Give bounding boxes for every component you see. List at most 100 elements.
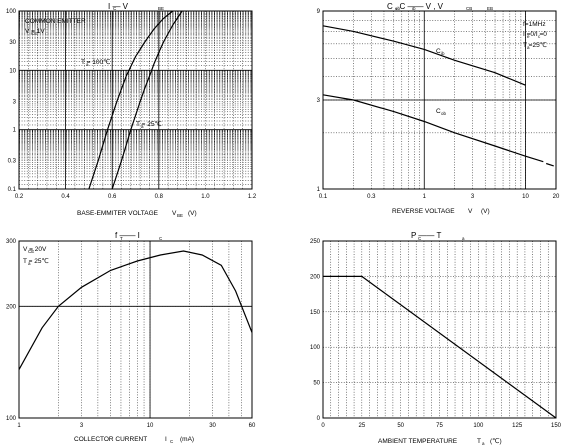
- title-sub: a: [462, 236, 465, 241]
- plot-frame: [322, 10, 557, 190]
- y-tick-label: 300: [6, 239, 17, 245]
- x-tick-label: 25: [358, 423, 365, 429]
- title-sub: T: [120, 236, 123, 241]
- x-axis-label-sub: C: [170, 439, 174, 444]
- title-sub: C: [159, 236, 163, 241]
- series-line-1: [322, 25, 526, 86]
- x-tick-label: 3: [471, 194, 475, 200]
- plot-frame: [18, 10, 253, 190]
- y-tick-label: 50: [313, 381, 320, 387]
- y-tick-label: 150: [310, 310, 321, 316]
- x-tick-label: 1: [17, 423, 21, 429]
- series-label-sub: a: [86, 62, 89, 67]
- x-tick-label: 0.8: [155, 194, 164, 200]
- title-sub: C: [113, 6, 117, 11]
- y-tick-label: 10: [9, 68, 16, 74]
- y-tick-label: 200: [6, 304, 17, 310]
- annotation-sub: a: [527, 45, 530, 50]
- x-axis-label: COLLECTOR CURRENT: [74, 436, 147, 443]
- y-tick-label: 9: [317, 9, 321, 15]
- x-tick-label: 125: [512, 423, 523, 429]
- annotation: COMMON EMITTER: [25, 18, 86, 25]
- x-tick-label: 10: [522, 194, 529, 200]
- y-tick-label: 1: [13, 128, 17, 134]
- annotation: f=1MHz: [523, 21, 546, 28]
- x-tick-label: 0.1: [319, 194, 328, 200]
- x-tick-label: 20: [553, 194, 560, 200]
- x-tick-label: 10: [147, 423, 154, 429]
- x-axis-label: AMBIENT TEMPERATURE: [378, 438, 458, 445]
- x-axis-unit: (mA): [180, 436, 194, 443]
- y-tick-label: 3: [13, 99, 17, 105]
- y-tick-label: 100: [6, 9, 17, 15]
- y-tick-label: 3: [317, 98, 321, 104]
- x-axis-label: I: [165, 436, 167, 443]
- x-axis-label: V: [172, 210, 177, 217]
- series-label-sub: a: [141, 124, 144, 129]
- x-tick-label: 75: [436, 423, 443, 429]
- x-axis-label: REVERSE VOLTAGE: [392, 208, 455, 215]
- x-axis-label: BASE-EMMITER VOLTAGE: [77, 210, 159, 217]
- chart-title: C , C —— V , V: [387, 2, 444, 11]
- series-line-1: [323, 275, 557, 419]
- chart-title: f —— I: [115, 231, 140, 240]
- y-tick-label: 0.1: [8, 187, 17, 193]
- x-tick-label: 0.4: [61, 194, 70, 200]
- x-tick-label: 0.3: [367, 194, 376, 200]
- x-tick-label: 0: [321, 423, 325, 429]
- x-tick-label: 3: [80, 423, 84, 429]
- chart-panel-3: 1 3 10 30 60 300 200 100 f —— IT C V = 20V T = 25℃ C…: [6, 231, 256, 444]
- series-line-1: [18, 250, 253, 370]
- x-tick-label: 100: [473, 423, 484, 429]
- chart-panel-4: 0 25 50 75 100 125 150 250 200 150 100 50 0 P —— TC a A…: [310, 231, 562, 446]
- x-axis-label-sub: a: [482, 441, 485, 446]
- x-tick-label: 0.2: [15, 194, 24, 200]
- chart-title: P —— T: [411, 231, 441, 240]
- annotation: V = 1V: [25, 28, 45, 35]
- annotation: T = 25℃: [23, 257, 49, 265]
- y-tick-label: 0: [317, 416, 321, 422]
- plot-frame: [322, 240, 557, 419]
- series-label: T = 25℃: [136, 120, 162, 128]
- title-sub: C: [418, 236, 422, 241]
- y-tick-label: 100: [310, 345, 321, 351]
- series-tail: [546, 162, 554, 167]
- title-sub: ob: [395, 6, 401, 11]
- annotation-sub: a: [28, 261, 31, 266]
- y-tick-label: 200: [310, 274, 321, 280]
- x-tick-label: 0.6: [108, 194, 117, 200]
- annotation-sub: c: [538, 34, 541, 39]
- annotation-sub: e: [527, 34, 530, 39]
- title-sub: EB: [487, 6, 493, 11]
- series-line-2: [322, 94, 544, 163]
- x-axis-unit: (V): [481, 208, 490, 215]
- annotation-sub: CE: [28, 249, 34, 254]
- x-axis-unit: (℃): [490, 437, 502, 445]
- title-sub: ib: [412, 6, 416, 11]
- title-sub: BE: [158, 6, 164, 11]
- series-label: C: [436, 108, 441, 115]
- series-label: T = 100℃: [81, 58, 110, 66]
- y-tick-label: 0.3: [8, 159, 17, 165]
- series-line-2: [111, 10, 183, 190]
- title-sub: CB: [466, 6, 472, 11]
- x-tick-label: 1.2: [248, 194, 257, 200]
- x-axis-unit: (V): [188, 210, 197, 217]
- series-line-1: [88, 10, 174, 190]
- series-label: C: [436, 48, 441, 55]
- annotation: I =0/I =0: [523, 31, 547, 38]
- x-axis-label: V: [468, 208, 473, 215]
- x-axis-label-sub: BE: [177, 213, 183, 218]
- y-tick-label: 250: [310, 239, 321, 245]
- series-label-sub: ib: [441, 51, 445, 56]
- x-tick-label: 1.0: [201, 194, 210, 200]
- chart-title: I — V: [108, 2, 129, 11]
- y-tick-label: 30: [9, 40, 16, 46]
- x-tick-label: 30: [209, 423, 216, 429]
- series-label-sub: ob: [441, 111, 447, 116]
- x-tick-label: 50: [397, 423, 404, 429]
- x-tick-label: 60: [249, 423, 256, 429]
- x-tick-label: 150: [551, 423, 562, 429]
